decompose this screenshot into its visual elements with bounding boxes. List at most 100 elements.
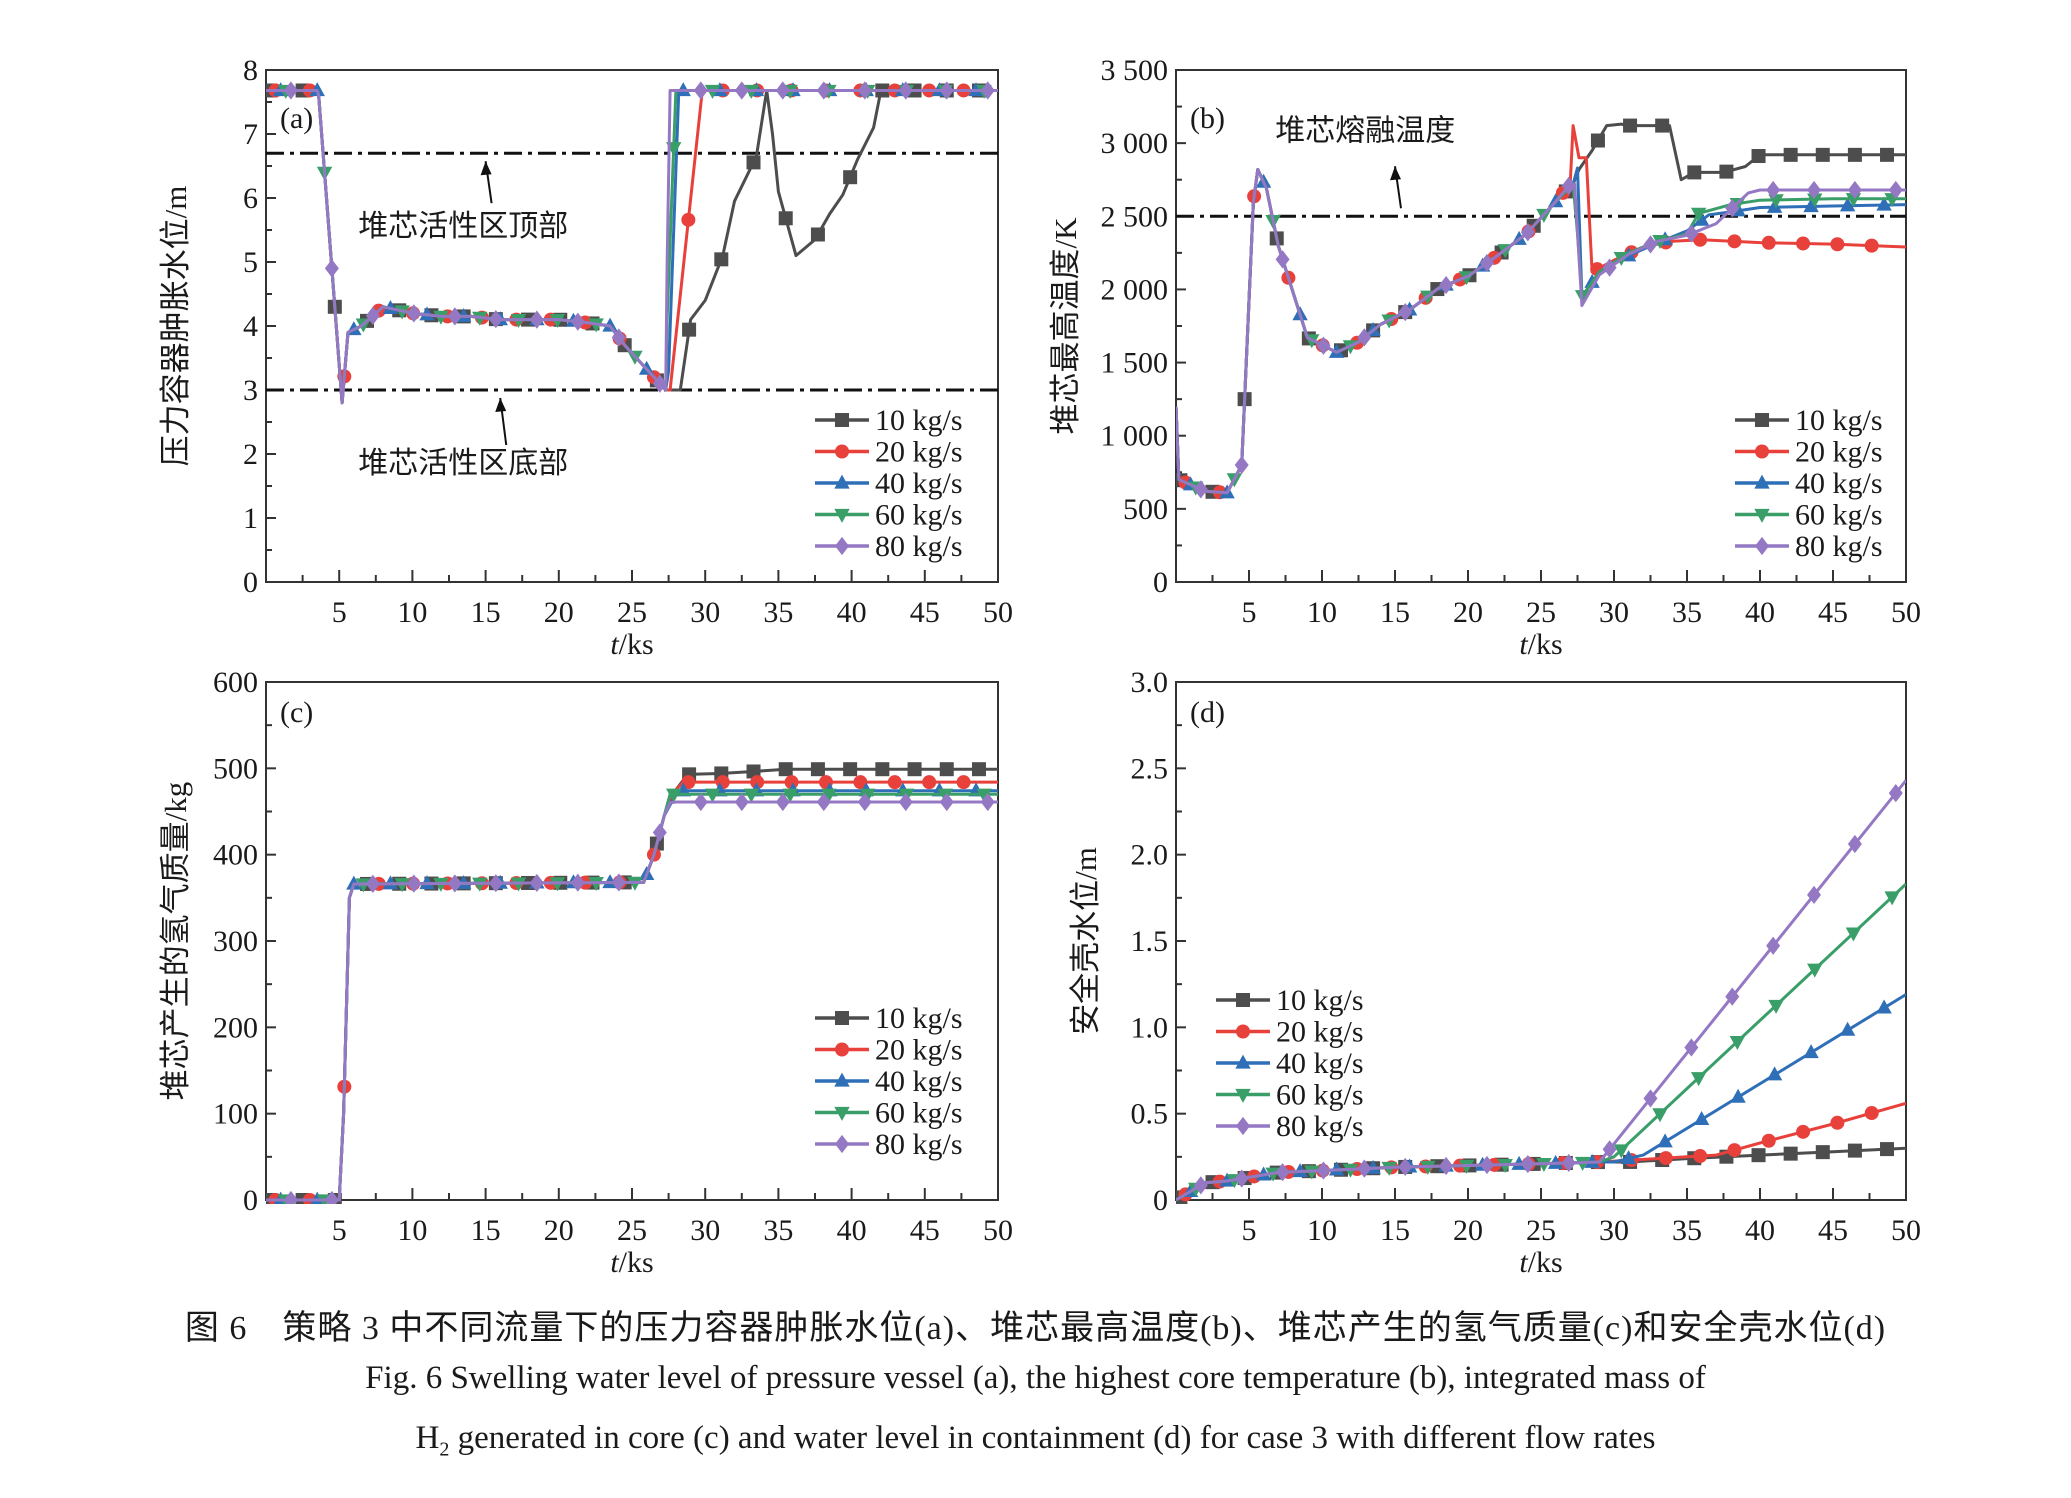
legend-label: 20 kg/s	[875, 1034, 963, 1067]
legend-label: 80 kg/s	[1795, 530, 1883, 563]
x-axis-label-unit: /ks	[619, 628, 654, 661]
legend-item: 40 kg/s	[815, 1065, 963, 1098]
legend-label: 10 kg/s	[1276, 984, 1364, 1017]
y-tick-label: 0	[243, 566, 258, 599]
marker-diamond	[1755, 536, 1769, 556]
marker-diamond	[1357, 328, 1372, 347]
legend-label: 60 kg/s	[875, 499, 963, 532]
panel-c-hydrogen-mass: 5 10 15 20 25 30 35 40 45 500100200300400500600t/…	[158, 666, 1013, 1279]
marker-diamond	[835, 1134, 849, 1154]
marker-diamond	[1807, 885, 1822, 904]
marker-diamond	[447, 307, 462, 326]
marker-square	[1783, 1146, 1798, 1161]
marker-diamond	[816, 792, 831, 812]
marker-triangle-down	[1690, 1072, 1707, 1087]
marker-square	[1687, 165, 1702, 180]
x-tick-label: 15	[1380, 1214, 1410, 1247]
marker-circle	[1796, 1124, 1811, 1139]
marker-circle	[1727, 234, 1742, 249]
marker-diamond	[283, 81, 298, 100]
legend-item: 20 kg/s	[1216, 1016, 1364, 1049]
legend-item: 40 kg/s	[1735, 467, 1883, 500]
x-tick-label: 30	[690, 596, 720, 629]
legend-label: 80 kg/s	[1276, 1110, 1364, 1143]
x-tick-label: 25	[1526, 596, 1556, 629]
marker-square	[1847, 1143, 1862, 1158]
marker-circle	[1830, 1115, 1845, 1130]
caption-subscript: 2	[439, 1438, 450, 1461]
x-tick-label: 10	[397, 1214, 427, 1247]
panel-a-swelling-water-level: 5 10 15 20 25 30 35 40 45 50012345678t/ks压力容器肿胀水位…	[158, 54, 1013, 661]
y-axis-label: 堆芯产生的氢气质量/kg	[158, 782, 193, 1101]
annotation-arrow	[495, 397, 508, 446]
legend-item: 20 kg/s	[815, 436, 963, 469]
marker-circle	[956, 775, 971, 790]
marker-triangle-down	[1729, 1035, 1746, 1050]
y-tick-label: 1.0	[1131, 1011, 1169, 1044]
legend-label: 80 kg/s	[875, 1128, 963, 1161]
marker-diamond	[1316, 1161, 1331, 1180]
y-tick-label: 7	[243, 118, 258, 151]
legend-label: 60 kg/s	[875, 1097, 963, 1130]
annotation-arrow	[1390, 166, 1402, 209]
x-tick-label: 20	[544, 1214, 574, 1247]
marker-square	[1880, 1142, 1895, 1157]
arrow-head	[495, 398, 507, 412]
marker-circle	[681, 212, 696, 227]
marker-diamond	[1520, 223, 1535, 242]
x-tick-label: 15	[1380, 596, 1410, 629]
marker-triangle-down	[1768, 999, 1784, 1014]
marker-circle	[835, 1042, 849, 1057]
marker-circle	[1658, 1151, 1673, 1166]
marker-circle	[1761, 1133, 1776, 1148]
x-axis-label-unit: /ks	[1528, 628, 1563, 661]
marker-triangle-down	[821, 788, 837, 803]
marker-diamond	[1602, 1140, 1617, 1159]
y-tick-label: 2 000	[1101, 273, 1169, 306]
marker-diamond	[693, 792, 708, 812]
marker-triangle-up	[1620, 1150, 1637, 1165]
legend: 10 kg/s20 kg/s40 kg/s60 kg/s80 kg/s	[815, 1002, 963, 1161]
panel-label: (c)	[280, 696, 313, 729]
marker-diamond	[488, 874, 503, 893]
marker-diamond	[775, 81, 790, 100]
marker-square	[835, 413, 849, 427]
marker-triangle-down	[782, 788, 798, 803]
marker-diamond	[1807, 180, 1822, 200]
marker-diamond	[365, 874, 380, 894]
marker-diamond	[898, 792, 913, 812]
marker-triangle-down	[704, 788, 721, 803]
x-tick-label: 20	[544, 596, 574, 629]
marker-square	[1623, 118, 1638, 133]
marker-triangle-up	[1657, 1133, 1673, 1148]
x-tick-label: 20	[1453, 596, 1483, 629]
y-tick-label: 300	[213, 925, 258, 958]
marker-circle	[1796, 236, 1811, 251]
marker-square	[1655, 118, 1670, 133]
marker-triangle-down	[743, 788, 760, 803]
legend-label: 40 kg/s	[875, 1065, 963, 1098]
x-tick-label: 20	[1453, 1214, 1483, 1247]
y-tick-label: 100	[213, 1098, 258, 1131]
marker-circle	[922, 775, 937, 790]
marker-diamond	[857, 81, 872, 100]
x-tick-label: 35	[763, 596, 793, 629]
y-tick-label: 3	[243, 374, 258, 407]
y-tick-label: 2	[243, 438, 258, 471]
x-tick-label: 15	[471, 1214, 501, 1247]
x-tick-label: 25	[617, 1214, 647, 1247]
x-tick-label: 5	[1242, 1214, 1257, 1247]
marker-diamond	[447, 874, 462, 893]
legend-label: 10 kg/s	[1795, 404, 1883, 437]
marker-diamond	[652, 374, 667, 393]
marker-square	[875, 762, 890, 777]
y-tick-label: 500	[1123, 493, 1168, 526]
marker-diamond	[898, 81, 913, 100]
legend: 10 kg/s20 kg/s40 kg/s60 kg/s80 kg/s	[1216, 984, 1364, 1143]
marker-triangle-up	[1876, 999, 1892, 1014]
marker-circle	[1693, 1149, 1708, 1164]
x-axis-label: t/ks	[610, 1246, 653, 1279]
marker-diamond	[529, 873, 544, 893]
marker-circle	[1864, 1106, 1879, 1121]
marker-diamond	[1316, 336, 1331, 355]
